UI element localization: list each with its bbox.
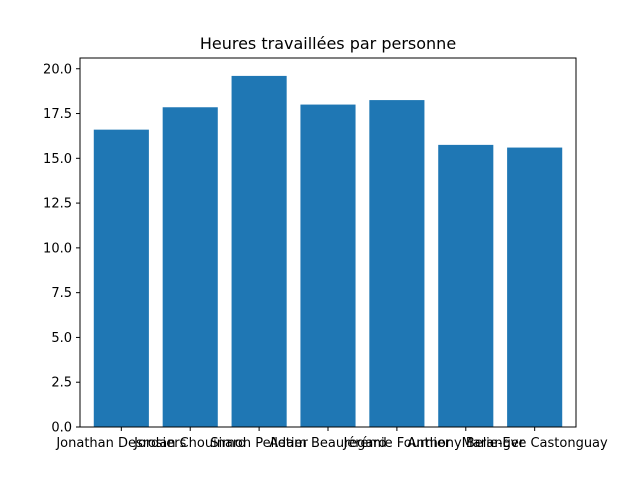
x-tick-label-6: Marie-Eve Castonguay [462,436,608,451]
x-tick-label-4: Jérémie Fournier [342,436,450,451]
bar-3 [300,104,356,427]
x-tick-label-1: Jordan Chouinard [133,436,246,451]
bar-2 [231,75,287,427]
chart-title: Heures travaillées par personne [200,34,456,53]
y-tick-label-4: 10.0 [43,241,72,256]
x-tick-label-2: Simon Pelletier [210,436,308,451]
bar-1 [162,107,218,427]
bar-0 [93,129,149,427]
y-tick-label-0: 0.0 [51,421,72,436]
bar-4 [369,100,425,427]
x-tick-label-3: Adam Beauregard [269,436,386,451]
y-tick-label-6: 15.0 [43,152,72,167]
y-tick-label-8: 20.0 [43,62,72,77]
y-tick-label-2: 5.0 [51,331,72,346]
plot-frame [79,57,577,428]
bars-group [93,75,563,427]
y-tick-label-3: 7.5 [51,286,72,301]
bar-5 [438,144,494,427]
x-tick-label-0: Jonathan Desrosiers [55,436,186,451]
y-tick-label-7: 17.5 [43,107,72,122]
y-axis: 0.0 2.5 5.0 7.5 10.0 12.5 15.0 17.5 20.0 [43,62,80,436]
x-tick-label-5: Anthony Belanger [407,436,524,451]
y-tick-label-5: 12.5 [43,197,72,212]
y-tick-label-1: 2.5 [51,376,72,391]
bar-6 [507,147,563,427]
